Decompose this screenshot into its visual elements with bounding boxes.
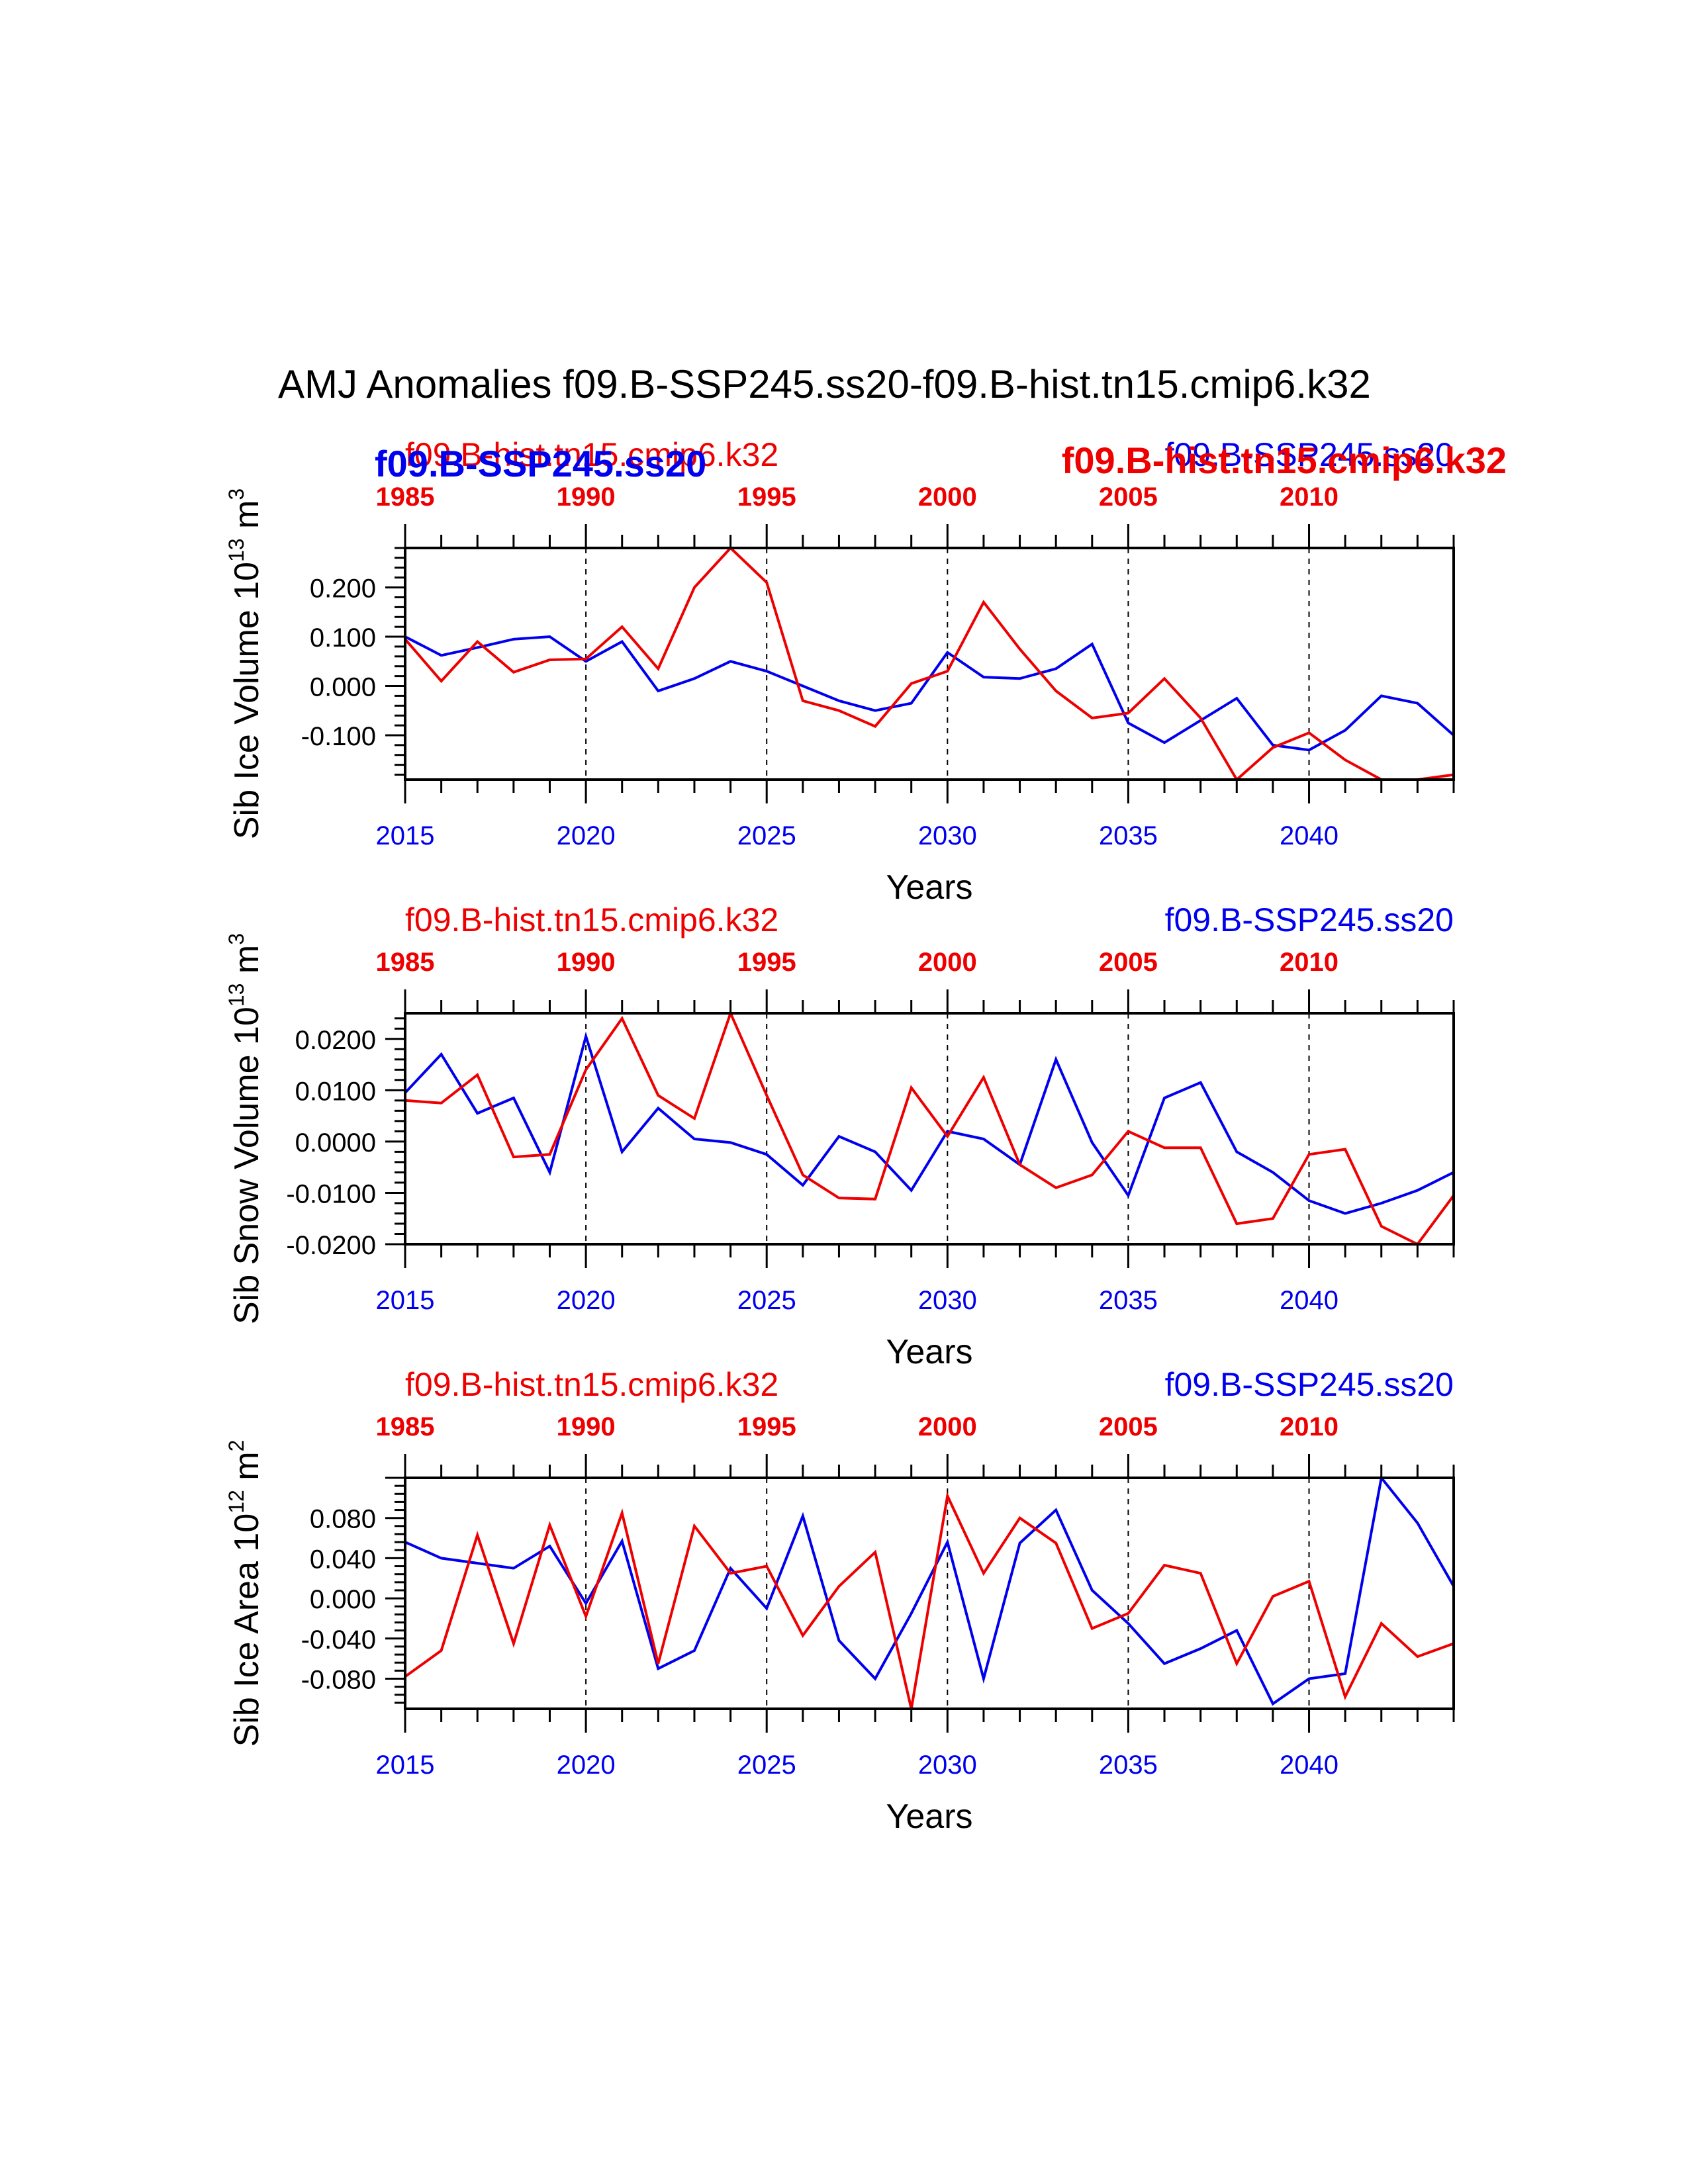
top-tick-label: 1995 (737, 948, 796, 977)
series-line-ssp245 (404, 1475, 1455, 1706)
series-line-hist (404, 1009, 1455, 1246)
top-tick-label: 1985 (376, 1412, 435, 1441)
top-tick-label: 2000 (918, 948, 977, 977)
series-line-ssp245 (404, 635, 1455, 752)
y-tick-label: 0.0000 (295, 1128, 376, 1158)
y-axis-title-part: 13 (224, 538, 248, 562)
y-axis-title-part: 12 (224, 1490, 248, 1514)
x-tick-label: 2025 (737, 1286, 796, 1315)
top-tick-label: 2005 (1099, 482, 1158, 512)
hist-bold-label: f09.B-hist.tn15.cmip6.k32 (1062, 439, 1507, 481)
series-line-hist (404, 546, 1454, 782)
y-tick-label: -0.0100 (286, 1179, 376, 1208)
plot-frame (404, 547, 1455, 781)
y-axis-title-part: 3 (224, 488, 248, 500)
y-tick-label: 0.0100 (295, 1077, 376, 1106)
top-tick-label: 1990 (557, 482, 616, 512)
top-tick-label: 2005 (1099, 948, 1158, 977)
top-tick-label: 1995 (737, 1412, 796, 1441)
y-axis-title-part: m (228, 500, 266, 539)
top-tick-label: 2010 (1280, 948, 1338, 977)
y-axis-title-part: Sib Ice Volume (228, 610, 266, 839)
y-axis-title-part: 3 (224, 933, 248, 945)
y-axis-title: Sib Snow Volume 1013 m3 (224, 933, 266, 1324)
y-tick-label: -0.0200 (286, 1231, 376, 1260)
top-tick-label: 1990 (557, 1412, 616, 1441)
y-axis-title: Sib Ice Area 1012 m2 (224, 1440, 266, 1747)
top-tick-label: 1985 (376, 948, 435, 977)
x-axis-title: Years (886, 1797, 972, 1836)
y-axis-title-part: m (228, 1451, 266, 1490)
x-tick-label: 2015 (376, 1751, 435, 1780)
y-axis-title-part: 10 (228, 562, 266, 610)
ssp-series-label: f09.B-SSP245.ss20 (1165, 436, 1454, 473)
hist-series-label: f09.B-hist.tn15.cmip6.k32 (405, 436, 778, 473)
top-tick-label: 2005 (1099, 1412, 1158, 1441)
hist-series-label: f09.B-hist.tn15.cmip6.k32 (405, 901, 778, 938)
x-axis-title: Years (886, 868, 972, 907)
y-tick-label: 0.000 (310, 673, 376, 702)
x-tick-label: 2035 (1099, 1751, 1158, 1780)
x-tick-label: 2025 (737, 821, 796, 850)
y-axis-title: Sib Ice Volume 1013 m3 (224, 488, 266, 839)
x-tick-label: 2035 (1099, 1286, 1158, 1315)
y-tick-label: 0.040 (310, 1545, 376, 1574)
x-tick-label: 2030 (918, 1751, 977, 1780)
y-axis-title-part: 10 (228, 1514, 266, 1561)
x-axis-title: Years (886, 1333, 972, 1371)
y-axis-title-part: Sib Ice Area (228, 1561, 266, 1747)
x-tick-label: 2030 (918, 1286, 977, 1315)
top-tick-label: 2010 (1280, 482, 1338, 512)
x-tick-label: 2025 (737, 1751, 796, 1780)
x-tick-label: 2040 (1280, 1751, 1338, 1780)
x-tick-label: 2040 (1280, 1286, 1338, 1315)
x-tick-label: 2015 (376, 1286, 435, 1315)
panel-1: 0.200 0.100 0.000 -0.100 2015 2020 2025 2030 203… (224, 436, 1455, 907)
y-axis-title-part: Sib Snow Volume (228, 1054, 266, 1324)
x-tick-label: 2040 (1280, 821, 1338, 850)
y-tick-label: 0.000 (310, 1585, 376, 1614)
x-tick-label: 2020 (557, 1286, 616, 1315)
x-tick-label: 2015 (376, 821, 435, 850)
x-tick-label: 2030 (918, 821, 977, 850)
y-axis-title-part: 13 (224, 983, 248, 1007)
y-tick-label: -0.100 (301, 722, 376, 751)
x-tick-label: 2020 (557, 821, 616, 850)
ssp-bold-label: f09.B-SSP245.ss20 (375, 443, 706, 484)
top-tick-label: 2010 (1280, 1412, 1338, 1441)
plot-frame (404, 1012, 1455, 1246)
x-tick-label: 2035 (1099, 821, 1158, 850)
y-tick-label: 0.0200 (295, 1026, 376, 1055)
series-line-ssp245 (404, 1031, 1454, 1215)
figure-title: AMJ Anomalies f09.B-SSP245.ss20-f09.B-hi… (278, 362, 1371, 406)
y-tick-label: -0.040 (301, 1625, 376, 1655)
hist-series-label: f09.B-hist.tn15.cmip6.k32 (405, 1366, 778, 1403)
ssp-series-label: f09.B-SSP245.ss20 (1165, 901, 1454, 938)
panel-3: 0.080 0.040 0.000 -0.040 -0.080 2015 2020 2025 2… (224, 1366, 1455, 1836)
y-tick-label: 0.100 (310, 623, 376, 653)
y-tick-label: 0.200 (310, 574, 376, 604)
top-tick-label: 2000 (918, 482, 977, 512)
ssp-series-label: f09.B-SSP245.ss20 (1165, 1366, 1454, 1403)
series-line-hist (404, 1491, 1454, 1709)
y-axis-title-part: 2 (224, 1440, 248, 1452)
top-tick-label: 1990 (557, 948, 616, 977)
y-tick-label: 0.080 (310, 1505, 376, 1534)
plot-frame (404, 1477, 1455, 1710)
x-tick-label: 2020 (557, 1751, 616, 1780)
y-axis-title-part: m (228, 945, 266, 983)
y-axis-title-part: 10 (228, 1007, 266, 1054)
top-tick-label: 1995 (737, 482, 796, 512)
top-tick-label: 2000 (918, 1412, 977, 1441)
top-tick-label: 1985 (376, 482, 435, 512)
y-tick-label: -0.080 (301, 1665, 376, 1694)
